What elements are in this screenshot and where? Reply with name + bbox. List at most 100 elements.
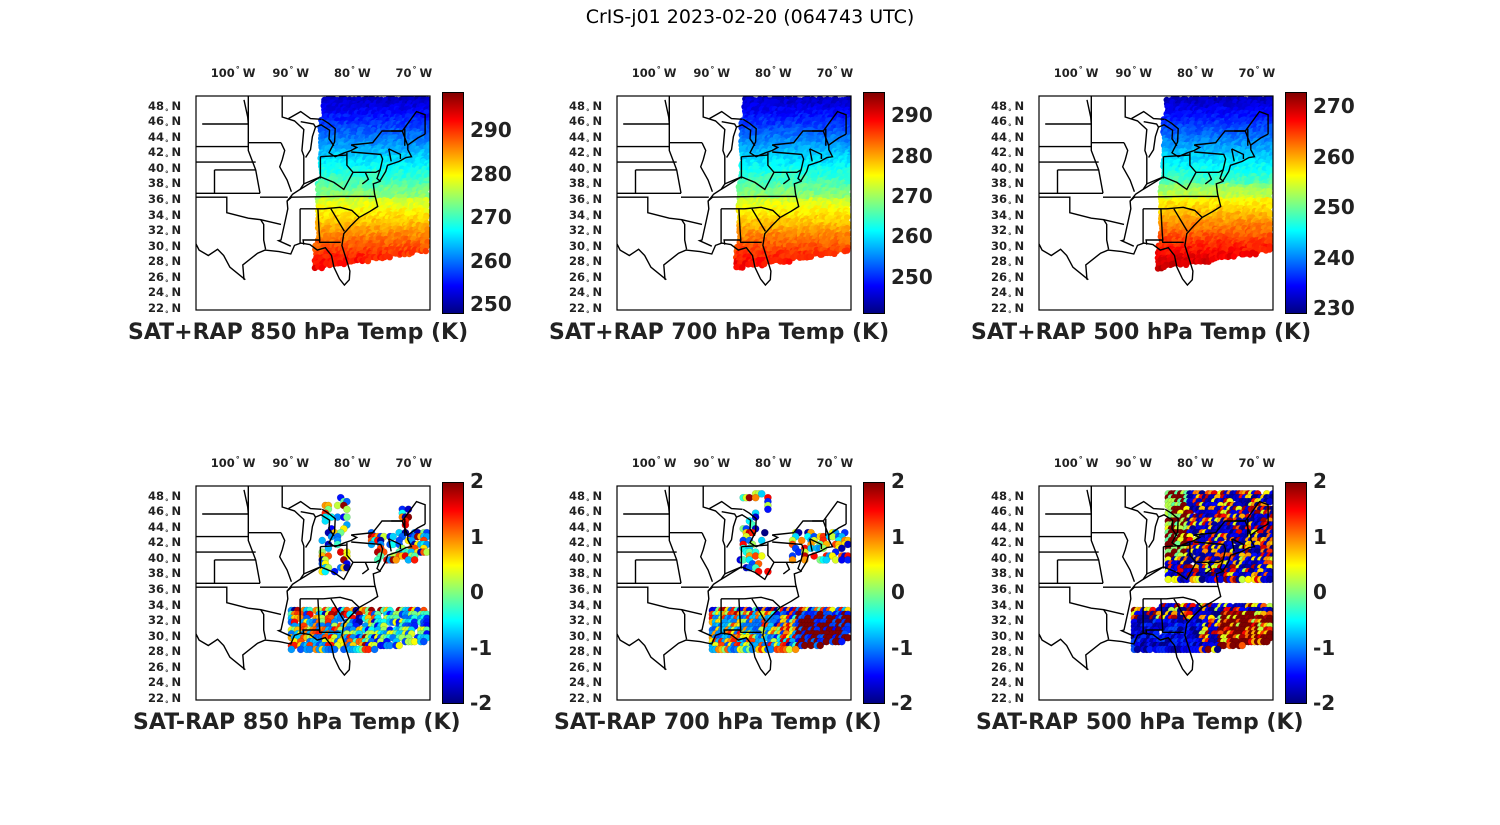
lat-tick-label: 28° N bbox=[991, 254, 1025, 272]
lat-hemisphere: N bbox=[592, 176, 603, 191]
colorbar-tick-label: 0 bbox=[470, 580, 484, 604]
colorbar-tick-label: 0 bbox=[891, 580, 905, 604]
lat-degree: 44 bbox=[148, 129, 165, 144]
lat-hemisphere: N bbox=[592, 566, 603, 581]
lat-tick-label: 40° N bbox=[991, 550, 1025, 568]
lon-hemisphere: W bbox=[1139, 66, 1153, 80]
lat-tick-label: 40° N bbox=[569, 550, 603, 568]
lat-degree: 36 bbox=[991, 582, 1008, 597]
lat-hemisphere: N bbox=[171, 504, 182, 519]
lat-degree: 26 bbox=[148, 659, 165, 674]
lon-tick-label: 80° W bbox=[333, 65, 371, 80]
lat-degree: 36 bbox=[569, 582, 586, 597]
lat-tick-label: 30° N bbox=[148, 238, 182, 256]
lat-tick-label: 30° N bbox=[991, 628, 1025, 646]
lat-degree: 36 bbox=[569, 192, 586, 207]
lat-hemisphere: N bbox=[592, 192, 603, 207]
map-frame bbox=[616, 485, 852, 701]
colorbar-tick-label: 270 bbox=[891, 183, 933, 208]
lat-tick-label: 36° N bbox=[569, 192, 603, 210]
lat-degree: 24 bbox=[148, 285, 165, 300]
colorbar-tick-label: 240 bbox=[1313, 245, 1355, 270]
lat-tick-label: 30° N bbox=[991, 238, 1025, 256]
lat-tick-label: 24° N bbox=[991, 675, 1025, 693]
lat-tick-label: 44° N bbox=[569, 129, 603, 147]
lat-hemisphere: N bbox=[1014, 223, 1025, 238]
lat-hemisphere: N bbox=[1014, 145, 1025, 160]
lat-tick-label: 32° N bbox=[148, 613, 182, 631]
lat-tick-label: 34° N bbox=[569, 597, 603, 615]
lat-degree: 32 bbox=[569, 223, 586, 238]
lat-tick-label: 28° N bbox=[991, 644, 1025, 662]
lon-hemisphere: W bbox=[1139, 456, 1153, 470]
lat-degree: 42 bbox=[569, 535, 586, 550]
lat-hemisphere: N bbox=[592, 223, 603, 238]
colorbar bbox=[863, 92, 885, 314]
lon-degree: 80 bbox=[1176, 456, 1193, 470]
lon-tick-label: 70° W bbox=[1238, 65, 1276, 80]
lat-hemisphere: N bbox=[171, 675, 182, 690]
lat-tick-label: 22° N bbox=[991, 301, 1025, 318]
map-plot bbox=[195, 95, 431, 311]
lat-degree: 36 bbox=[148, 582, 165, 597]
state-borders bbox=[617, 486, 847, 677]
lat-hemisphere: N bbox=[1014, 129, 1025, 144]
map-panel: 100° W 90° W 80° W 70° W 48° N 46° N 44° N 42° N 40° N 38°… bbox=[128, 448, 492, 735]
lat-hemisphere: N bbox=[171, 98, 182, 113]
lat-tick-label: 34° N bbox=[991, 597, 1025, 615]
lat-hemisphere: N bbox=[1014, 238, 1025, 253]
lat-tick-label: 22° N bbox=[991, 691, 1025, 708]
lat-hemisphere: N bbox=[1014, 550, 1025, 565]
lat-degree: 46 bbox=[991, 114, 1008, 129]
lat-tick-label: 34° N bbox=[148, 597, 182, 615]
lat-hemisphere: N bbox=[592, 504, 603, 519]
lat-tick-label: 40° N bbox=[569, 160, 603, 178]
map-panel: 100° W 90° W 80° W 70° W 48° N 46° N 44° N 42° N 40° N 38°… bbox=[549, 58, 933, 345]
colorbar-tick-label: 270 bbox=[470, 205, 512, 230]
lat-degree: 30 bbox=[148, 238, 165, 253]
lat-hemisphere: N bbox=[592, 644, 603, 659]
lon-tick-label: 80° W bbox=[754, 65, 792, 80]
lon-degree: 80 bbox=[333, 66, 350, 80]
lat-tick-label: 38° N bbox=[569, 566, 603, 584]
lat-tick-label: 36° N bbox=[991, 192, 1025, 210]
lat-tick-label: 32° N bbox=[148, 223, 182, 241]
lat-tick-label: 22° N bbox=[148, 301, 182, 318]
lat-degree: 32 bbox=[991, 223, 1008, 238]
lat-hemisphere: N bbox=[171, 566, 182, 581]
lat-hemisphere: N bbox=[592, 145, 603, 160]
lon-hemisphere: W bbox=[778, 66, 792, 80]
lon-degree: 100 bbox=[631, 456, 656, 470]
lat-tick-label: 48° N bbox=[991, 98, 1025, 116]
lat-degree: 34 bbox=[569, 597, 586, 612]
lat-hemisphere: N bbox=[1014, 519, 1025, 534]
lat-tick-label: 46° N bbox=[991, 114, 1025, 132]
state-borders bbox=[1039, 96, 1269, 287]
lat-degree: 38 bbox=[569, 176, 586, 191]
lon-hemisphere: W bbox=[242, 456, 256, 470]
lat-degree: 40 bbox=[569, 160, 586, 175]
retrieval-dots bbox=[1154, 96, 1273, 272]
lat-tick-label: 38° N bbox=[148, 176, 182, 194]
lat-degree: 26 bbox=[569, 659, 586, 674]
lat-hemisphere: N bbox=[592, 550, 603, 565]
lat-degree: 34 bbox=[148, 207, 165, 222]
lat-hemisphere: N bbox=[1014, 659, 1025, 674]
lat-degree: 28 bbox=[148, 254, 165, 269]
lat-hemisphere: N bbox=[1014, 176, 1025, 191]
map-panel: 100° W 90° W 80° W 70° W 48° N 46° N 44° N 42° N 40° N 38°… bbox=[971, 58, 1355, 345]
lat-hemisphere: N bbox=[171, 238, 182, 253]
map-plot bbox=[616, 485, 852, 701]
lat-degree: 24 bbox=[991, 675, 1008, 690]
lat-tick-label: 26° N bbox=[148, 269, 182, 287]
lat-hemisphere: N bbox=[171, 597, 182, 612]
lon-hemisphere: W bbox=[663, 456, 677, 470]
lon-hemisphere: W bbox=[419, 66, 433, 80]
lon-degree: 100 bbox=[1053, 456, 1078, 470]
lat-hemisphere: N bbox=[1014, 566, 1025, 581]
lat-degree: 38 bbox=[569, 566, 586, 581]
lat-hemisphere: N bbox=[592, 285, 603, 300]
lat-degree: 42 bbox=[569, 145, 586, 160]
lat-tick-label: 36° N bbox=[569, 582, 603, 600]
lat-tick-label: 32° N bbox=[991, 613, 1025, 631]
